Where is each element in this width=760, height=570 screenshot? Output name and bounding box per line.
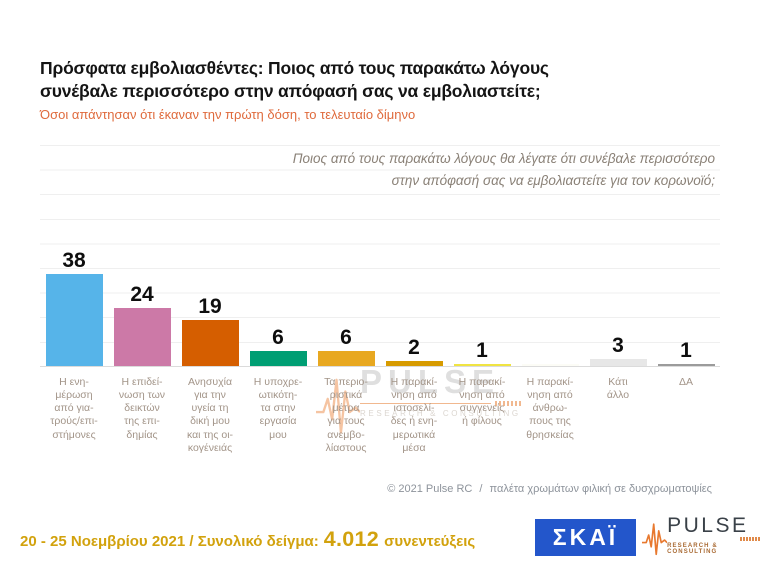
bar — [113, 307, 171, 366]
heartbeat-icon — [642, 523, 668, 556]
pulse-logo: PULSE RESEARCH & CONSULTING — [642, 515, 760, 559]
bar — [657, 363, 715, 366]
sample-suffix: συνεντεύξεις — [384, 533, 476, 550]
bar-value: 3 — [612, 333, 624, 357]
pulse-watermark: PULSE RESEARCH & CONSULTING — [316, 365, 521, 437]
category-label: Η παρακί- νηση από ιστοσελί- δες ή ενη- … — [390, 376, 438, 454]
category-label: Η παρακί- νηση από συγγενείς ή φίλους — [458, 376, 506, 428]
bar-column: 1 — [652, 338, 720, 366]
bar-column: 24 — [108, 284, 176, 366]
watermark-brand: PULSE — [360, 363, 501, 400]
bar-column: 1 — [448, 338, 516, 366]
page-title: Πρόσφατα εμβολιασθέντες: Ποιος από τους … — [40, 58, 549, 101]
category-label: Τα περιο- ριστικά μέτρα για τους ανεμβο-… — [324, 376, 368, 454]
watermark-rule — [360, 401, 521, 406]
bar — [45, 274, 103, 366]
subtitle: Όσοι απάντησαν ότι έκαναν την πρώτη δόση… — [40, 107, 416, 122]
bar — [181, 320, 239, 366]
bar — [317, 351, 375, 366]
category-label: ΔΑ — [678, 376, 694, 388]
chart-footnote: © 2021 Pulse RC / παλέτα χρωμάτων φιλική… — [383, 483, 712, 495]
bar-column: 6 — [244, 327, 312, 366]
bar-column — [516, 361, 584, 366]
bar — [589, 358, 647, 366]
survey-question: Ποιος από τους παρακάτω λόγους θα λέγατε… — [292, 151, 715, 188]
footnote-separator: / — [479, 483, 483, 495]
bar — [249, 351, 307, 366]
bar-column: 19 — [176, 296, 244, 366]
fieldwork-dates: 20 - 25 Νοεμβρίου 2021 / Συνολικό δείγμα… — [20, 533, 319, 550]
bar — [385, 361, 443, 366]
pulse-logo-text: PULSE — [667, 514, 749, 537]
bar-value: 1 — [476, 338, 488, 362]
bar-value: 19 — [198, 295, 222, 319]
bar-chart: PULSE RESEARCH & CONSULTING 38 24 19 — [40, 145, 720, 434]
category-label: Η παρακί- νηση από άνθρω- πους της θρησκ… — [526, 376, 574, 441]
bar-value: 6 — [272, 326, 284, 350]
pulse-logo-tagline: RESEARCH & CONSULTING — [667, 543, 718, 555]
category-label: Η ενη- μέρωση από για- τρούς/επι- στήμον… — [50, 376, 98, 441]
pulse-logo-rule — [667, 537, 760, 541]
bar-value: 2 — [408, 336, 420, 360]
bar-column: 6 — [312, 327, 380, 366]
category-label: Η επιδεί- νωση των δεικτών της επι- δημί… — [118, 376, 166, 441]
palette-note: παλέτα χρωμάτων φιλική σε δυσχρωματοψίες — [489, 483, 712, 495]
bar-column: 38 — [40, 250, 108, 366]
category-label: Ανησυχία για την υγεία τη δική μου και τ… — [186, 376, 234, 454]
bar-value: 38 — [62, 249, 86, 273]
bar-value: 6 — [340, 326, 352, 350]
watermark-tagline: RESEARCH & CONSULTING — [360, 409, 521, 418]
bar-column: 3 — [584, 335, 652, 366]
bar-value: 1 — [680, 338, 692, 362]
category-label: Η υποχρε- ωτικότη- τα στην εργασία μου — [253, 376, 303, 441]
sample-size: 4.012 — [323, 527, 380, 551]
bar-value: 24 — [130, 282, 154, 306]
category-labels: Η ενη- μέρωση από για- τρούς/επι- στήμον… — [40, 376, 720, 455]
fieldwork-info: 20 - 25 Νοεμβρίου 2021 / Συνολικό δείγμα… — [20, 527, 475, 552]
bars-row: 38 24 19 6 6 2 — [40, 145, 720, 366]
copyright-text: © 2021 Pulse RC — [387, 483, 473, 495]
heartbeat-icon — [316, 378, 360, 434]
bar — [521, 363, 579, 366]
bar — [453, 363, 511, 366]
skai-logo: ΣΚΑΪ — [535, 519, 636, 556]
bar-column: 2 — [380, 337, 448, 366]
category-label: Κάτι άλλο — [606, 376, 630, 402]
